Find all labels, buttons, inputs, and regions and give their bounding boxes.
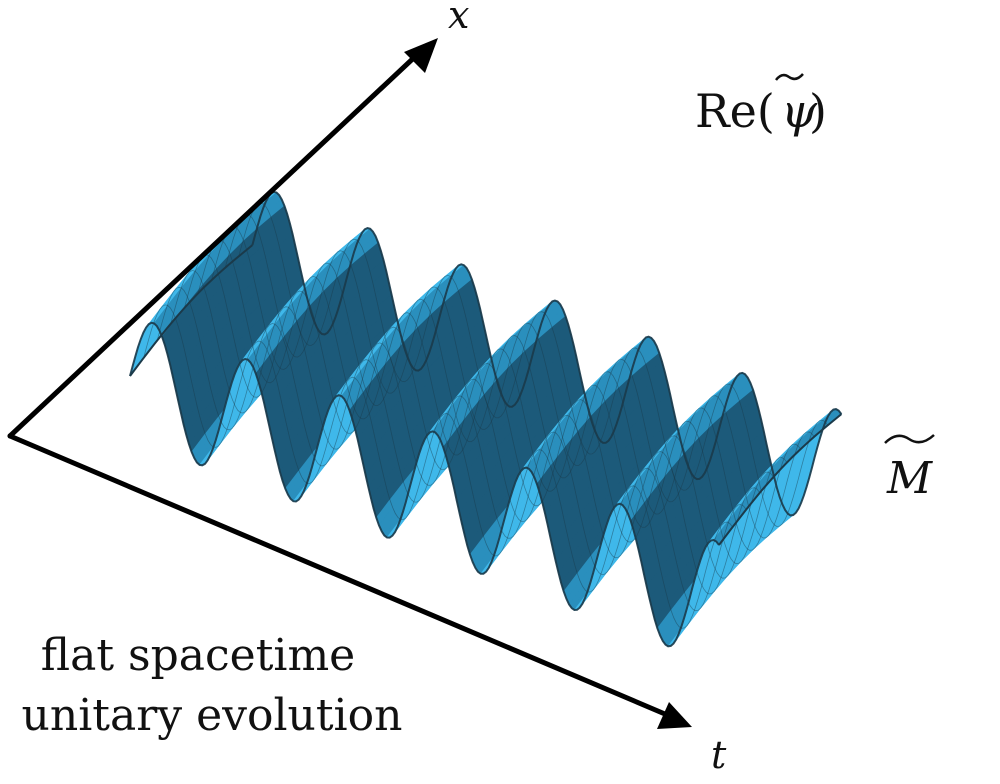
t-axis (7, 433, 692, 729)
surface-mesh-line (251, 190, 843, 517)
caption-line-2: unitary evolution (22, 690, 403, 741)
t-axis-line (7, 433, 675, 720)
surface-mesh-line (184, 254, 774, 579)
surface-edge-line (129, 244, 254, 377)
surface-label-re: Re( (695, 84, 775, 138)
surface-edge-line (718, 413, 843, 546)
surface-mesh-line (224, 214, 815, 539)
x-axis-label: x (448, 0, 469, 37)
surface-mesh-line (211, 226, 801, 551)
t-axis-arrow-icon (657, 702, 692, 729)
surface-mesh-line (156, 286, 747, 612)
x-axis-arrow-icon (404, 38, 438, 73)
surface-mesh-line (197, 239, 788, 565)
surface-label: Re( ψ ) (695, 73, 827, 138)
x-axis-line (7, 49, 423, 439)
caption-line-1: flat spacetime (41, 630, 355, 681)
surface-label-close: ) (809, 84, 827, 138)
x-axis (7, 38, 438, 439)
manifold-label-text: M (886, 453, 933, 504)
wave-surface (129, 190, 843, 648)
manifold-label: M (884, 434, 935, 504)
surface-label-psi: ψ (781, 84, 818, 138)
t-axis-label: t (711, 733, 727, 777)
psi-tilde-icon (775, 73, 804, 81)
surface-mesh-line (238, 202, 829, 527)
surface-mesh-line (143, 304, 733, 629)
surface-mesh-line (129, 321, 720, 648)
surface-mesh-line (170, 270, 761, 595)
manifold-tilde-icon (884, 434, 935, 444)
